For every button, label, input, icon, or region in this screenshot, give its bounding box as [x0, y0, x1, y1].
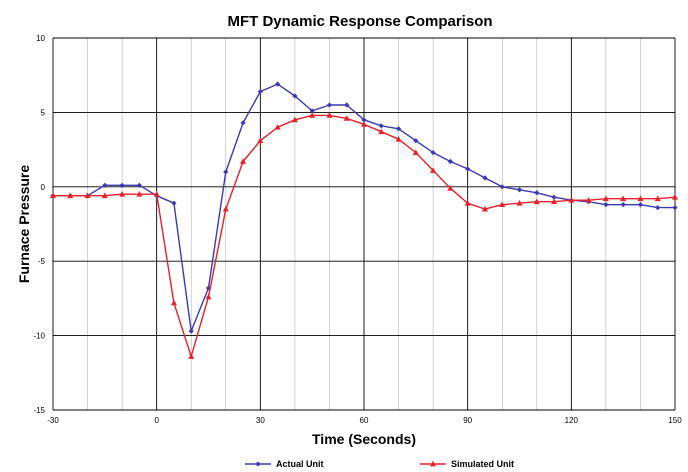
data-point: [119, 182, 125, 188]
legend-item: Actual Unit: [245, 459, 324, 469]
tick-labels: -30 0 30 60 90 120 150 10 5 0 -5 -10 -15: [33, 34, 682, 425]
y-tick-label: -10: [33, 332, 45, 341]
legend-marker: [255, 461, 261, 467]
data-point: [378, 123, 384, 129]
data-point: [326, 112, 333, 118]
chart-title: MFT Dynamic Response Comparison: [227, 13, 492, 30]
x-tick-label: 120: [565, 416, 579, 425]
data-point: [620, 195, 627, 202]
x-tick-label: 60: [360, 416, 369, 425]
data-point: [136, 191, 143, 197]
data-point: [430, 149, 436, 156]
data-point: [274, 124, 281, 130]
y-tick-label: -15: [33, 406, 45, 415]
data-point: [292, 93, 298, 99]
y-tick-label: 0: [41, 183, 46, 192]
data-point: [188, 353, 195, 359]
data-point: [222, 205, 229, 212]
data-point: [119, 191, 126, 197]
data-point: [568, 196, 575, 203]
data-point: [240, 158, 247, 164]
y-axis-title: Furnace Pressure: [16, 165, 32, 283]
legend-label: Simulated Unit: [451, 459, 514, 469]
data-point: [499, 201, 506, 208]
data-point: [309, 108, 315, 114]
x-tick-label: 0: [154, 416, 159, 425]
data-point: [654, 195, 661, 202]
data-point: [223, 169, 229, 175]
data-point: [672, 205, 678, 211]
data-point: [412, 149, 419, 155]
x-tick-label: 150: [668, 416, 682, 425]
data-point: [171, 200, 177, 206]
data-point: [585, 196, 592, 203]
data-point: [637, 202, 644, 208]
series-layer: [50, 81, 678, 359]
y-tick-label: 10: [36, 34, 45, 43]
data-point: [413, 138, 419, 144]
data-point: [188, 328, 194, 334]
data-point: [257, 137, 264, 144]
data-point: [637, 195, 644, 202]
data-point: [516, 187, 523, 193]
data-point: [655, 205, 661, 211]
data-point: [465, 166, 471, 172]
data-point: [395, 126, 402, 132]
legend: Actual Unit Simulated Unit: [245, 459, 514, 469]
data-point: [67, 192, 74, 199]
data-point: [672, 194, 678, 200]
data-point: [378, 128, 385, 135]
data-point: [361, 117, 367, 123]
data-point: [481, 205, 488, 212]
data-point: [516, 199, 523, 206]
data-point: [551, 198, 558, 205]
data-point: [326, 102, 333, 108]
data-point: [533, 198, 540, 205]
data-point: [602, 195, 609, 202]
data-point: [257, 88, 263, 95]
x-tick-label: 90: [463, 416, 472, 425]
data-point: [534, 190, 540, 196]
data-point: [275, 81, 281, 87]
data-point: [84, 192, 91, 199]
grid: [52, 37, 676, 411]
data-point: [50, 192, 56, 199]
data-point: [291, 116, 298, 123]
data-point: [395, 135, 402, 142]
data-point: [603, 202, 609, 208]
series-simulated-unit: [50, 112, 678, 359]
data-point: [309, 112, 316, 118]
legend-item: Simulated Unit: [420, 459, 514, 469]
y-tick-label: -5: [38, 257, 46, 266]
data-point: [205, 293, 212, 300]
x-axis-title: Time (Seconds): [312, 431, 416, 447]
data-point: [102, 182, 108, 188]
data-point: [361, 121, 367, 127]
legend-marker: [430, 460, 436, 467]
data-point: [464, 199, 471, 206]
data-point: [101, 192, 108, 199]
legend-label: Actual Unit: [276, 459, 324, 469]
data-point: [170, 299, 177, 306]
x-tick-label: -30: [47, 416, 59, 425]
data-point: [447, 158, 453, 165]
data-point: [136, 182, 142, 188]
data-point: [620, 202, 626, 208]
data-point: [343, 115, 350, 121]
data-point: [240, 120, 246, 126]
data-point: [344, 102, 350, 108]
data-point: [482, 175, 488, 181]
data-point: [430, 167, 437, 173]
data-point: [153, 191, 160, 197]
data-point: [551, 194, 557, 200]
data-point: [499, 184, 505, 190]
x-tick-label: 30: [256, 416, 265, 425]
y-tick-label: 5: [41, 108, 46, 117]
data-point: [447, 185, 454, 191]
